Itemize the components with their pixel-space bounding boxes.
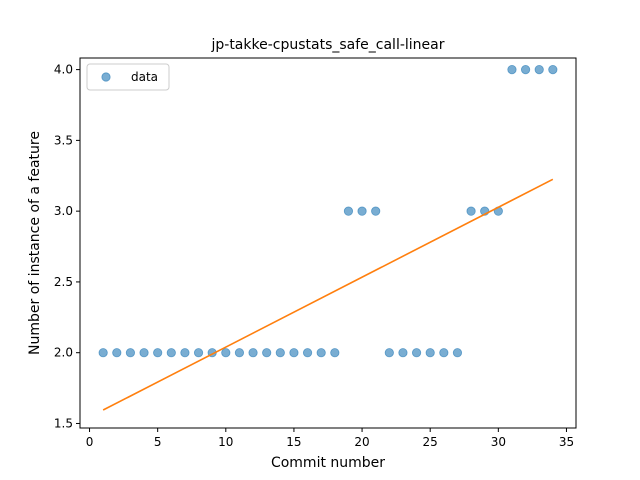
y-tick-label: 3.0 <box>54 204 73 218</box>
legend-label: data <box>131 70 158 84</box>
y-tick-label: 2.5 <box>54 275 73 289</box>
data-point <box>262 348 272 358</box>
data-point <box>234 348 245 358</box>
data-point <box>425 348 435 358</box>
data-point <box>166 348 176 358</box>
data-point <box>411 348 422 358</box>
data-point <box>193 348 204 358</box>
data-point <box>112 348 122 358</box>
y-tick-label: 3.5 <box>54 133 73 147</box>
data-point <box>452 348 463 358</box>
y-tick-label: 1.5 <box>54 416 73 430</box>
y-tick-label: 4.0 <box>54 63 73 77</box>
data-point <box>343 206 354 216</box>
data-point <box>534 65 544 75</box>
fit-line <box>102 178 554 411</box>
data-point <box>384 348 394 358</box>
data-point <box>302 348 313 358</box>
data-point <box>466 206 476 216</box>
x-tick-label: 30 <box>491 435 506 449</box>
x-tick-label: 10 <box>218 435 233 449</box>
data-point <box>439 348 449 358</box>
chart-title: jp-takke-cpustats_safe_call-linear <box>210 37 444 53</box>
data-point <box>125 348 136 358</box>
data-point <box>221 348 231 358</box>
data-point <box>180 348 190 358</box>
data-point <box>153 348 163 358</box>
data-point <box>248 348 258 358</box>
data-point <box>548 65 558 75</box>
data-point <box>330 348 340 358</box>
data-point <box>398 348 408 358</box>
y-axis-label: Number of instance of a feature <box>27 131 43 355</box>
data-point <box>98 348 108 358</box>
data-point <box>371 206 381 216</box>
data-point <box>507 65 517 75</box>
x-tick-label: 0 <box>86 435 94 449</box>
x-tick-label: 5 <box>154 435 162 449</box>
y-tick-label: 2.0 <box>54 346 73 360</box>
data-point <box>520 65 531 75</box>
legend-box <box>86 63 170 91</box>
plot-area: 0 5 10 15 20 25 30 35 1.5 2.0 2.5 3.0 3.5 4.0 data <box>54 57 577 449</box>
legend-marker <box>101 72 111 82</box>
data-point <box>275 348 285 358</box>
axes-frame <box>79 57 577 429</box>
x-axis-label: Commit number <box>271 455 385 471</box>
data-point <box>316 348 326 358</box>
x-tick-label: 20 <box>354 435 369 449</box>
data-point <box>357 206 367 216</box>
legend: data <box>86 63 170 91</box>
x-tick-label: 25 <box>423 435 438 449</box>
data-point <box>139 348 149 358</box>
x-tick-label: 15 <box>286 435 301 449</box>
data-point <box>289 348 299 358</box>
x-tick-label: 35 <box>559 435 574 449</box>
